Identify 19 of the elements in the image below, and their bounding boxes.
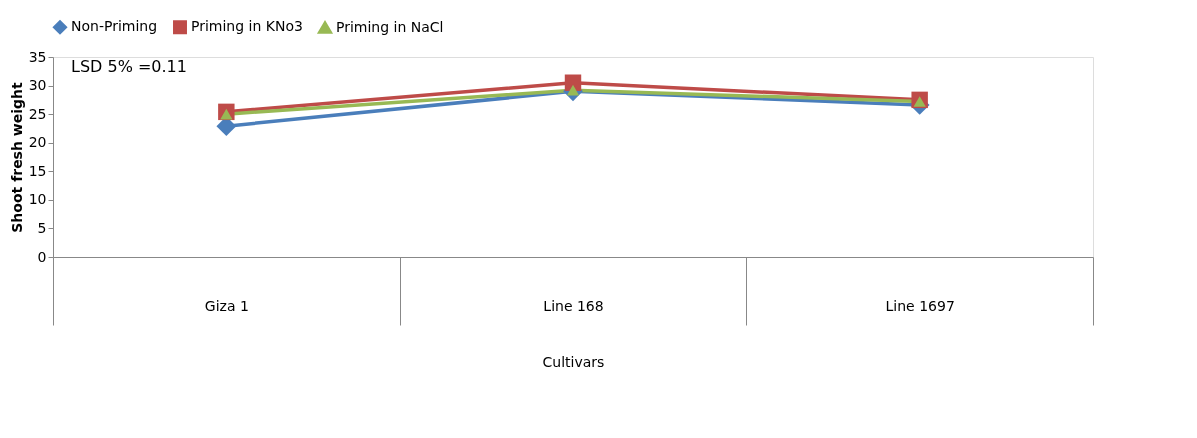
y-tick-label: 10: [28, 191, 47, 208]
y-tick-label: 5: [37, 219, 47, 236]
y-tick-label: 0: [37, 248, 47, 265]
point: [564, 74, 582, 91]
y-axis-title: Shoot fresh weight: [8, 81, 25, 233]
y-tick-label: 20: [28, 134, 47, 151]
x-axis-title: Cultivars: [542, 354, 605, 370]
y-tick-label: 35: [28, 48, 47, 65]
legend-label: Priming in KNo3: [191, 18, 303, 35]
x-tick-label: Line 1697: [885, 297, 955, 314]
x-tick-label: Giza 1: [204, 297, 249, 314]
legend-label: Priming in NaCl: [336, 18, 444, 35]
point: [566, 84, 580, 96]
annotation: LSD 5% =0.11: [71, 57, 187, 76]
x-tick-label: Line 168: [543, 297, 604, 314]
y-tick-label: 30: [28, 77, 47, 94]
legend-label: Non-Priming: [71, 18, 158, 35]
y-tick-label: 25: [28, 105, 47, 122]
y-tick-label: 15: [28, 162, 47, 179]
